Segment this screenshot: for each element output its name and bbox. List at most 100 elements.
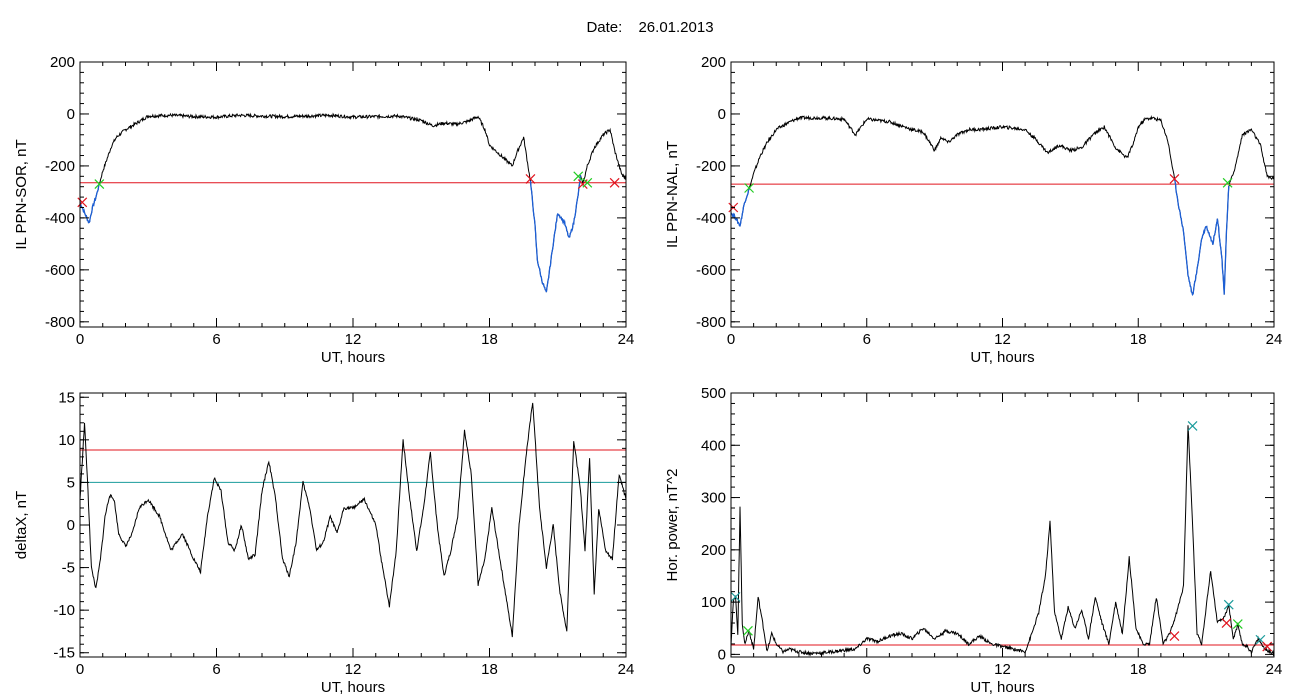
y-tick-label: 500 <box>701 385 726 402</box>
y-tick-label: -200 <box>696 158 726 175</box>
chart-hor-power: 0 6 12 18 24 500 400 300 200 100 0 UT, hours Hor. po… <box>664 385 1282 696</box>
series-line <box>730 114 1275 296</box>
marker-green-1 <box>744 183 755 193</box>
marker-blue-0 <box>730 591 741 602</box>
marker-stroke <box>1223 599 1234 610</box>
x-tick-label: 24 <box>618 661 635 678</box>
y-tick-label: -600 <box>696 262 726 279</box>
marker-stroke <box>1169 173 1180 184</box>
marker-green-5 <box>582 177 593 188</box>
y-tick-label: 0 <box>718 106 726 123</box>
chart-deltax: 0 6 12 18 24 15 10 5 0 -5 -10 -15 UT, hours deltaX, n… <box>13 389 634 696</box>
y-tick-label: 10 <box>58 432 75 449</box>
y-tick-label: 15 <box>58 389 75 406</box>
x-tick-label: 18 <box>481 331 498 348</box>
x-tick-label: 18 <box>1130 661 1147 678</box>
marker-stroke <box>1169 631 1180 642</box>
y-axis-label: IL PPN-SOR, nT <box>13 139 30 249</box>
marker-red-6 <box>609 177 620 188</box>
marker-green-3 <box>573 171 584 182</box>
x-axis-label: UT, hours <box>321 679 385 696</box>
x-tick-label: 18 <box>481 661 498 678</box>
marker-red-4 <box>1221 618 1232 628</box>
marker-red-2 <box>525 173 536 184</box>
y-tick-label: 400 <box>701 437 726 454</box>
date-title: Date: 26.01.2013 <box>0 19 1300 36</box>
y-axis-label: IL PPN-NAL, nT <box>664 141 681 248</box>
marker-stroke <box>1255 634 1266 645</box>
x-tick-label: 0 <box>727 661 735 678</box>
x-tick-label: 6 <box>863 661 871 678</box>
y-tick-label: 5 <box>67 474 75 491</box>
marker-red-0 <box>77 197 88 208</box>
x-axis-label: UT, hours <box>970 679 1034 696</box>
x-tick-label: 0 <box>76 331 84 348</box>
y-tick-label: 300 <box>701 490 726 507</box>
series-line <box>79 112 627 293</box>
marker-stroke <box>1187 421 1198 431</box>
series-line <box>79 402 627 638</box>
y-tick-label: 0 <box>67 106 75 123</box>
x-tick-label: 24 <box>1266 331 1283 348</box>
x-tick-label: 12 <box>994 331 1011 348</box>
marker-stroke <box>1222 177 1233 188</box>
y-tick-label: -800 <box>696 314 726 331</box>
x-tick-label: 24 <box>1266 661 1283 678</box>
y-tick-label: -600 <box>45 262 75 279</box>
marker-stroke <box>77 197 88 208</box>
y-tick-label: 200 <box>701 54 726 71</box>
highlight-segment-1 <box>529 175 582 293</box>
highlight-segment-0 <box>79 183 100 224</box>
marker-green-1 <box>743 625 753 636</box>
series-line <box>730 425 1275 657</box>
marker-blue-5 <box>1223 599 1234 610</box>
y-tick-label: 0 <box>718 646 726 663</box>
y-axis-label: deltaX, nT <box>13 491 30 559</box>
marker-stroke <box>609 177 620 188</box>
y-tick-label: 200 <box>50 54 75 71</box>
marker-stroke <box>743 625 753 636</box>
marker-stroke <box>744 183 755 193</box>
plot-frame <box>79 392 627 658</box>
date-label: Date: <box>586 19 623 36</box>
highlight-segment-0 <box>730 188 750 227</box>
x-tick-label: 0 <box>727 331 735 348</box>
plot-frame <box>730 61 1275 328</box>
x-axis-label: UT, hours <box>321 349 385 366</box>
y-tick-label: -200 <box>45 158 75 175</box>
marker-stroke <box>573 171 584 182</box>
marker-stroke <box>730 591 741 602</box>
marker-green-3 <box>1222 177 1233 188</box>
highlight-segment-1 <box>1173 178 1230 296</box>
y-tick-label: -10 <box>53 602 75 619</box>
marker-stroke <box>1221 618 1232 628</box>
date-value: 26.01.2013 <box>638 19 714 36</box>
marker-stroke <box>525 173 536 184</box>
marker-blue-3 <box>1187 421 1198 431</box>
x-tick-label: 12 <box>994 661 1011 678</box>
chart-ppn-nal: 0 6 12 18 24 200 0 -200 -400 -600 -800 UT, hours IL … <box>664 54 1282 366</box>
chart-ppn-sor: 0 6 12 18 24 200 0 -200 -400 -600 -800 UT, hours IL … <box>13 54 634 366</box>
x-tick-label: 6 <box>212 661 220 678</box>
x-tick-label: 6 <box>212 331 220 348</box>
y-tick-label: -400 <box>45 210 75 227</box>
y-tick-label: -5 <box>62 560 75 577</box>
y-tick-label: 0 <box>67 517 75 534</box>
y-tick-label: -15 <box>53 645 75 662</box>
x-tick-label: 24 <box>618 331 635 348</box>
marker-red-2 <box>1169 173 1180 184</box>
marker-stroke <box>94 179 105 190</box>
y-tick-label: 100 <box>701 594 726 611</box>
y-tick-label: 200 <box>701 542 726 559</box>
x-tick-label: 12 <box>345 331 362 348</box>
marker-green-1 <box>94 179 105 190</box>
x-axis-label: UT, hours <box>970 349 1034 366</box>
y-tick-label: -800 <box>45 314 75 331</box>
x-tick-label: 12 <box>345 661 362 678</box>
y-tick-label: -400 <box>696 210 726 227</box>
marker-red-2 <box>1169 631 1180 642</box>
x-tick-label: 6 <box>863 331 871 348</box>
x-tick-label: 0 <box>76 661 84 678</box>
marker-green-6 <box>1232 619 1243 629</box>
